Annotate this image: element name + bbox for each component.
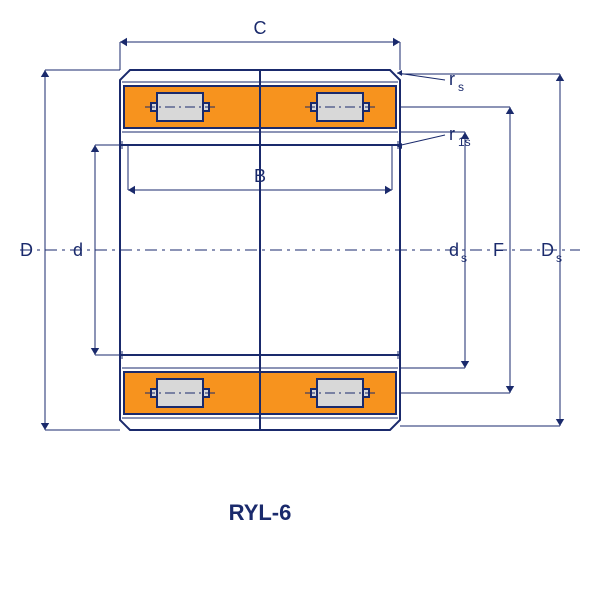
bearing-cross-section-diagram: CBDddsFDsrsr1sRYL-6: [0, 0, 600, 600]
diagram-shape-82: s: [556, 251, 562, 265]
diagram-shape-85: r: [449, 69, 455, 89]
diagram-shape-60: [91, 145, 99, 152]
diagram-shape-55: [41, 423, 49, 430]
diagram-shape-54: [41, 70, 49, 77]
diagram-shape-61: [91, 348, 99, 355]
diagram-shape-42: [120, 38, 127, 46]
diagram-shape-44: C: [254, 18, 267, 38]
diagram-shape-74: [506, 386, 514, 393]
diagram-shape-73: [506, 107, 514, 114]
diagram-shape-87: [397, 135, 445, 146]
diagram-shape-86: s: [458, 80, 464, 94]
diagram-shape-90: 1s: [458, 135, 471, 149]
diagram-shape-69: s: [461, 251, 467, 265]
diagram-shape-62: d: [73, 240, 83, 260]
diagram-shape-75: F: [493, 240, 504, 260]
diagram-shape-89: r: [449, 124, 455, 144]
diagram-shape-79: [556, 74, 564, 81]
diagram-shape-56: D: [20, 240, 33, 260]
diagram-shape-68: d: [449, 240, 459, 260]
diagram-shape-91: RYL-6: [229, 500, 292, 525]
diagram-shape-50: B: [254, 166, 266, 186]
diagram-shape-81: D: [541, 240, 554, 260]
diagram-shape-84: [397, 70, 402, 76]
diagram-shape-43: [393, 38, 400, 46]
diagram-shape-67: [461, 361, 469, 368]
diagram-shape-80: [556, 419, 564, 426]
